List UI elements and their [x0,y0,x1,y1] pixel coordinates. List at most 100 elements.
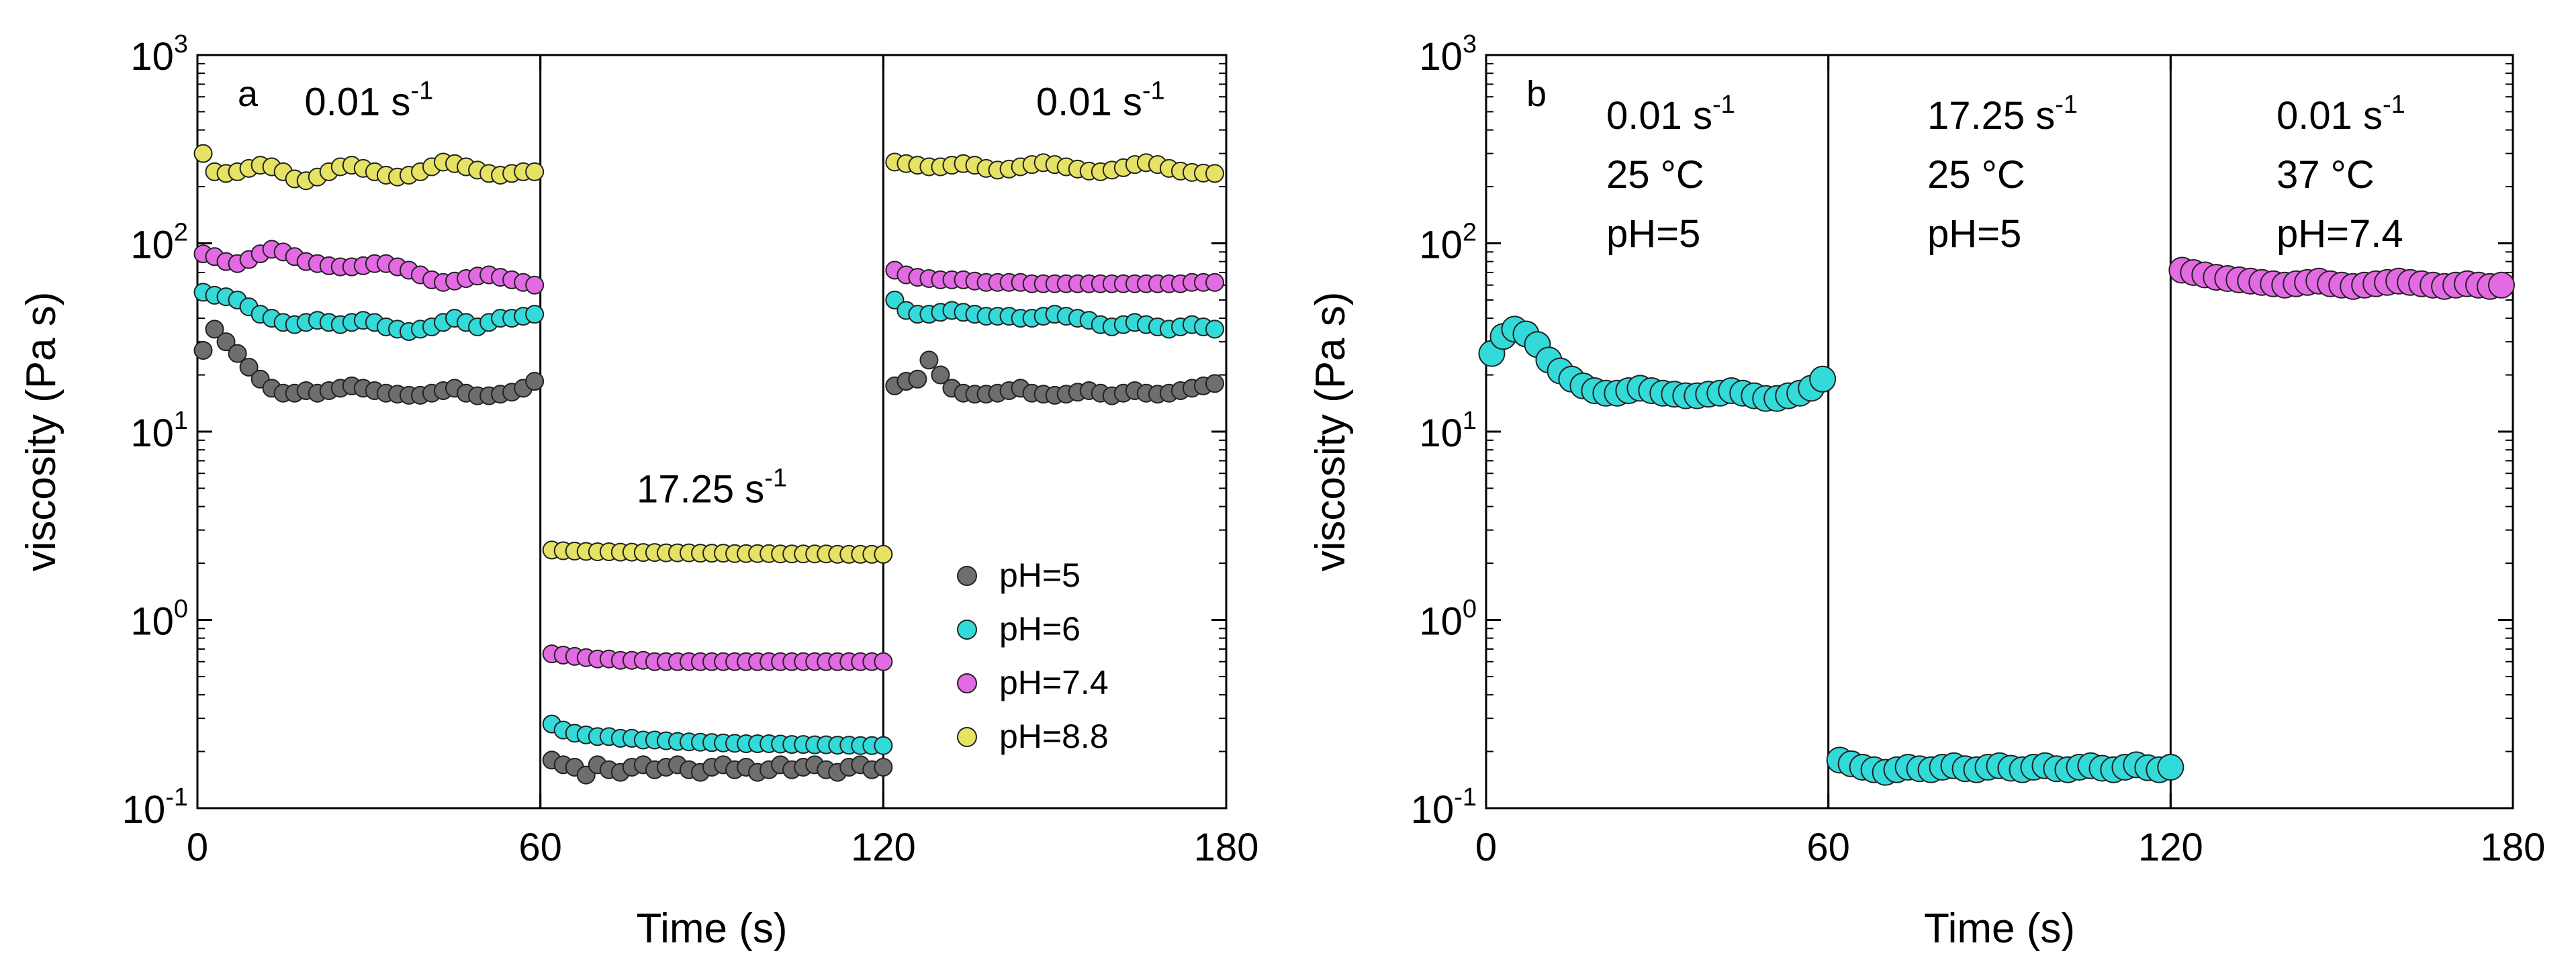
series-ph-8-8 [193,144,1224,564]
condition-ph: pH=5 [1606,212,1700,256]
y-tick-exponent: 2 [1463,219,1477,247]
y-tick-base: 10 [122,788,166,832]
shear-rate-exponent: -1 [1142,77,1165,105]
data-point [1205,374,1224,393]
data-point [1809,365,1837,393]
legend-label: pH=6 [999,610,1080,648]
series-ph-7-4 [193,240,1224,671]
data-point [874,757,893,777]
legend-label: pH=5 [999,556,1080,594]
condition-shear-rate: 0.01 s-1 [1606,91,1735,138]
x-tick-label: 0 [1475,826,1497,869]
y-tick-base: 10 [1411,788,1455,832]
shear-rate-annotation: 0.01 s-1 [304,77,433,124]
series-ph-5-25-c- [1478,315,2184,786]
y-tick-exponent: 1 [174,407,188,435]
condition-label-1: 0.01 s-1 25 °C pH=5 [1606,91,1735,256]
x-tick-label: 180 [1194,826,1259,869]
data-point [239,357,259,377]
shear-rate-value: 0.01 s [2276,94,2383,138]
data-point [525,275,545,295]
y-tick-base: 10 [1419,224,1463,267]
x-tick-label: 0 [187,826,208,869]
shear-rate-value: 17.25 s [1927,94,2055,138]
y-tick-label: 100 [130,595,188,644]
legend-marker [957,566,977,586]
shear-rate-exponent: -1 [2383,91,2405,119]
y-tick-label: 10-1 [1411,783,1477,832]
condition-temperature: 25 °C [1606,153,1704,197]
legend-marker [957,673,977,693]
data-point [1205,320,1224,339]
y-axis-title: viscosity (Pa s) [18,292,64,572]
data-point [525,162,545,181]
x-tick-label: 60 [518,826,562,869]
x-axis-title: Time (s) [637,905,788,952]
data-point [2488,271,2516,299]
data-point [1205,164,1224,183]
data-point [908,369,927,389]
legend-label: pH=8.8 [999,718,1109,755]
y-tick-exponent: 0 [174,595,188,624]
x-tick-label: 120 [2138,826,2203,869]
panel-label: b [1526,74,1547,114]
y-tick-base: 10 [130,224,174,267]
y-tick-label: 101 [1419,407,1477,455]
legend-marker [957,620,977,640]
data-point [228,344,247,363]
series-ph-6 [193,283,1224,755]
legend: pH=5 pH=6 pH=7.4 pH=8.8 [957,556,1109,755]
y-axis-title: viscosity (Pa s) [1307,292,1354,572]
condition-temperature: 25 °C [1927,153,2025,197]
series-ph-5 [193,320,1224,785]
legend-marker [957,727,977,747]
y-tick-label: 100 [1419,595,1477,644]
shear-rate-value: 17.25 s [637,468,764,511]
data-point [193,144,213,163]
data-point [525,305,545,324]
data-point [874,544,893,564]
y-tick-exponent: 3 [1463,30,1477,58]
data-point [216,332,236,352]
shear-rate-exponent: -1 [2055,91,2078,119]
shear-rate-exponent: -1 [764,464,787,493]
x-tick-label: 180 [2481,826,2546,869]
y-tick-exponent: -1 [165,783,188,812]
y-tick-base: 10 [130,600,174,644]
y-tick-label: 103 [130,30,188,79]
y-tick-exponent: 3 [174,30,188,58]
data-point [874,736,893,755]
y-tick-exponent: 0 [1463,595,1477,624]
data-point [525,372,545,391]
shear-rate-annotation: 17.25 s-1 [637,464,787,511]
condition-shear-rate: 0.01 s-1 [2276,91,2405,138]
shear-rate-value: 0.01 s [304,80,410,124]
y-tick-exponent: -1 [1454,783,1477,812]
y-tick-base: 10 [130,35,174,79]
data-point [931,365,950,385]
y-tick-label: 101 [130,407,188,455]
data-point [193,341,213,360]
data-point [1205,273,1224,292]
data-point [2157,753,2184,781]
data-point [874,652,893,671]
y-tick-label: 102 [130,219,188,267]
y-tick-base: 10 [1419,411,1463,455]
data-point [205,320,224,339]
y-tick-label: 103 [1419,30,1477,79]
y-tick-exponent: 1 [1463,407,1477,435]
x-tick-label: 60 [1806,826,1850,869]
x-axis-title: Time (s) [1924,905,2075,952]
legend-label: pH=7.4 [999,664,1109,701]
y-tick-label: 102 [1419,219,1477,267]
shear-rate-value: 0.01 s [1606,94,1712,138]
condition-label-2: 17.25 s-1 25 °C pH=5 [1927,91,2078,256]
shear-rate-value: 0.01 s [1036,80,1142,124]
condition-ph: pH=5 [1927,212,2021,256]
y-tick-base: 10 [1419,35,1463,79]
data-point [919,350,939,370]
shear-rate-exponent: -1 [410,77,433,105]
y-tick-exponent: 2 [174,219,188,247]
